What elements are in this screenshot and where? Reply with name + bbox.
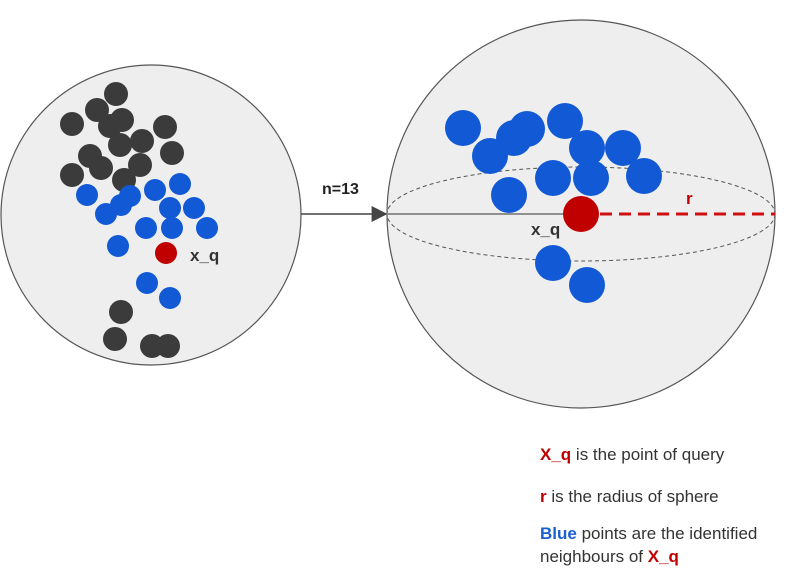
neighbour-point <box>95 203 117 225</box>
neighbour-point <box>491 177 527 213</box>
neighbour-point <box>144 179 166 201</box>
neighbour-point <box>183 197 205 219</box>
data-point <box>130 129 154 153</box>
neighbour-point <box>107 235 129 257</box>
neighbour-point <box>135 217 157 239</box>
legend-neighbours-key: Blue <box>540 524 577 543</box>
dataset-circle <box>0 64 302 366</box>
data-point <box>109 300 133 324</box>
neighbour-point <box>535 160 571 196</box>
data-point <box>60 163 84 187</box>
neighbour-point <box>569 267 605 303</box>
data-point <box>89 156 113 180</box>
sphere-query-label: x_q <box>531 220 560 239</box>
sphere-query-point <box>563 196 599 232</box>
legend-query-key: X_q <box>540 445 572 464</box>
left-panel: x_q <box>0 64 302 366</box>
data-point <box>153 115 177 139</box>
neighbour-point <box>159 287 181 309</box>
neighbour-point <box>169 173 191 195</box>
data-point <box>160 141 184 165</box>
data-point <box>128 153 152 177</box>
data-point <box>103 327 127 351</box>
neighbour-point <box>76 184 98 206</box>
legend-neighbours-line-b: neighbours of X_q <box>540 545 757 568</box>
sphere-neighbour-points <box>445 103 662 303</box>
query-label: x_q <box>190 246 219 265</box>
neighbour-point <box>161 217 183 239</box>
data-point <box>110 108 134 132</box>
data-point <box>85 98 109 122</box>
neighbour-points <box>76 173 218 309</box>
arrow-group: n=13 <box>301 181 388 222</box>
neighbour-point <box>605 130 641 166</box>
legend-neighbours: Blue points are the identified neighbour… <box>540 522 757 568</box>
neighbour-point <box>509 111 545 147</box>
legend-neighbours-text-b: neighbours of <box>540 547 648 566</box>
legend-neighbours-key2: X_q <box>647 547 679 566</box>
legend-query: X_q is the point of query <box>540 443 724 466</box>
neighbour-point <box>445 110 481 146</box>
neighbour-point <box>626 158 662 194</box>
query-point <box>155 242 177 264</box>
legend-radius: r is the radius of sphere <box>540 485 719 508</box>
right-panel: x_q r <box>386 19 776 409</box>
radius-label: r <box>686 189 693 208</box>
neighbour-point <box>535 245 571 281</box>
data-point <box>104 82 128 106</box>
neighbour-point <box>196 217 218 239</box>
legend-neighbours-line-a: Blue points are the identified <box>540 522 757 545</box>
legend-query-text: is the point of query <box>571 445 725 464</box>
neighbour-point <box>569 130 605 166</box>
legend-radius-text: is the radius of sphere <box>546 487 719 506</box>
data-point <box>156 334 180 358</box>
legend-neighbours-text-a: points are the identified <box>576 524 758 543</box>
data-point <box>108 133 132 157</box>
neighbour-point <box>547 103 583 139</box>
dark-points <box>60 82 184 358</box>
neighbour-point <box>573 160 609 196</box>
neighbour-point <box>136 272 158 294</box>
neighbour-point <box>159 197 181 219</box>
legend-radius-key: r <box>540 487 547 506</box>
data-point <box>60 112 84 136</box>
arrow-label: n=13 <box>322 181 359 198</box>
